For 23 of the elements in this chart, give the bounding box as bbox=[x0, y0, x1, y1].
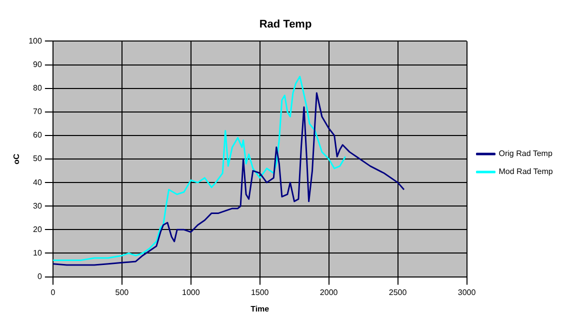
x-tick-label: 3000 bbox=[458, 288, 476, 297]
y-tick-label: 90 bbox=[33, 60, 42, 69]
x-tick-label: 500 bbox=[115, 288, 130, 297]
chart-title: Rad Temp bbox=[259, 18, 312, 31]
y-tick-label: 20 bbox=[33, 224, 42, 234]
y-tick-label: 100 bbox=[28, 36, 42, 46]
legend-label: Mod Rad Temp bbox=[498, 167, 554, 176]
x-tick-label: 0 bbox=[50, 288, 56, 297]
y-tick-label: 60 bbox=[33, 130, 42, 140]
x-tick-label: 2000 bbox=[320, 288, 338, 297]
y-tick-label: 40 bbox=[33, 178, 42, 187]
legend-label: Orig Rad Temp bbox=[498, 149, 553, 158]
x-tick-label: 1500 bbox=[250, 288, 270, 297]
y-tick-label: 30 bbox=[33, 201, 42, 210]
y-tick-label: 80 bbox=[33, 84, 42, 93]
y-tick-label: 70 bbox=[33, 107, 42, 116]
y-tick-label: 50 bbox=[33, 154, 42, 164]
y-axis-title: oC bbox=[12, 153, 22, 164]
y-tick-label: 10 bbox=[33, 248, 42, 258]
x-tick-label: 1000 bbox=[182, 288, 200, 297]
y-tick-label: 0 bbox=[37, 272, 42, 282]
x-axis-title: Time bbox=[250, 304, 270, 314]
x-tick-label: 2500 bbox=[388, 288, 408, 297]
